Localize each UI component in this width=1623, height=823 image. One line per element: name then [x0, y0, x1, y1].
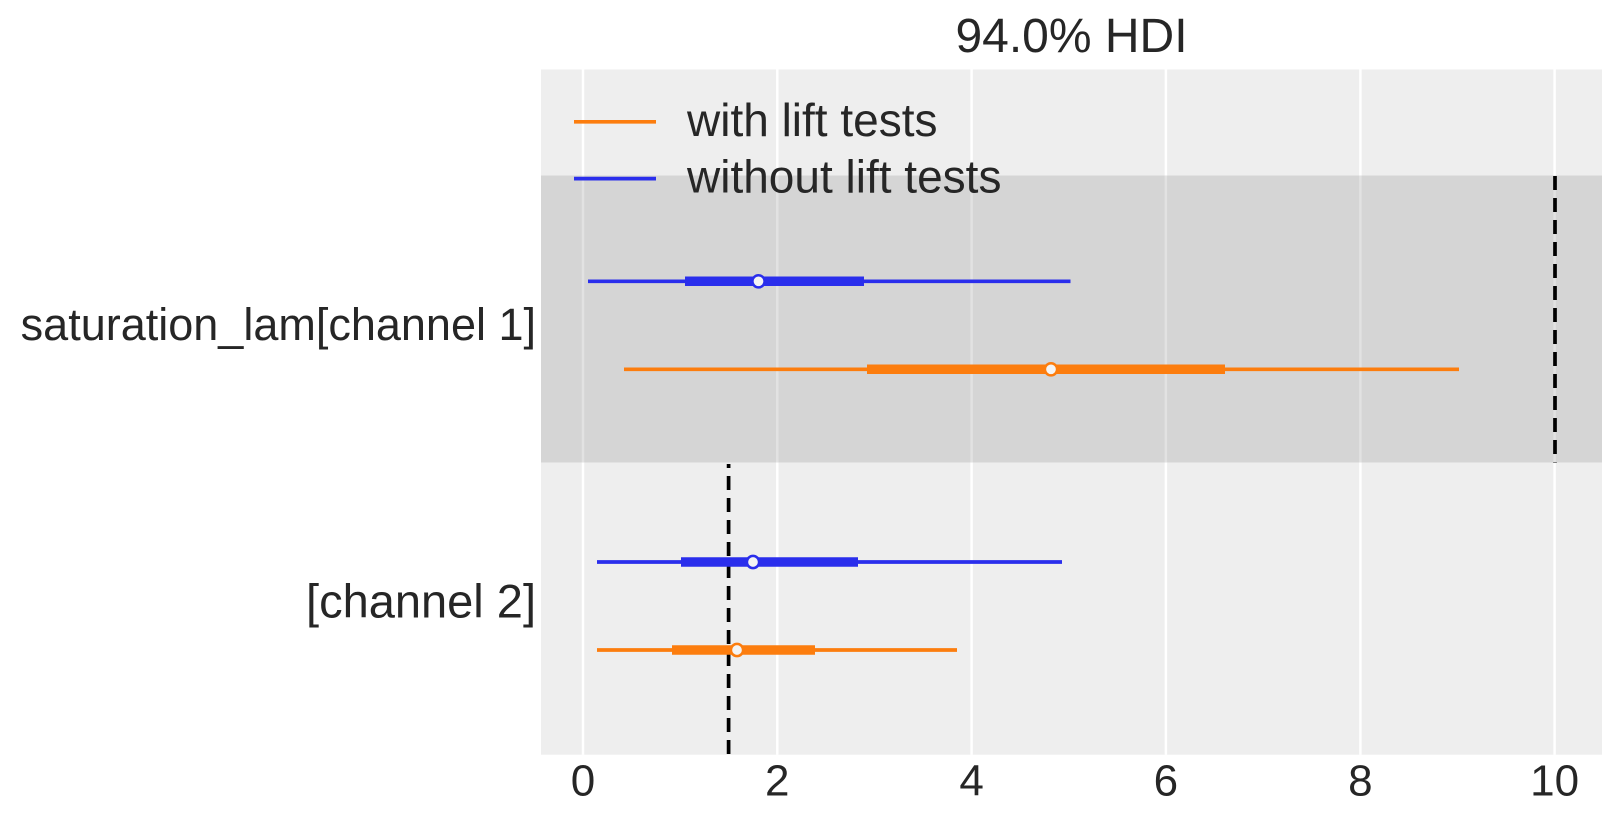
svg-text:saturation_lam[channel 1]: saturation_lam[channel 1]: [21, 299, 536, 350]
svg-text:8: 8: [1348, 757, 1372, 806]
svg-text:with lift tests: with lift tests: [686, 94, 938, 146]
svg-text:[channel 2]: [channel 2]: [306, 575, 536, 628]
svg-text:94.0% HDI: 94.0% HDI: [955, 10, 1187, 63]
svg-text:10: 10: [1530, 757, 1579, 806]
svg-text:0: 0: [571, 757, 595, 806]
svg-text:2: 2: [765, 757, 789, 806]
svg-text:6: 6: [1154, 757, 1178, 806]
svg-text:4: 4: [959, 757, 983, 806]
svg-text:without lift tests: without lift tests: [686, 151, 1001, 203]
